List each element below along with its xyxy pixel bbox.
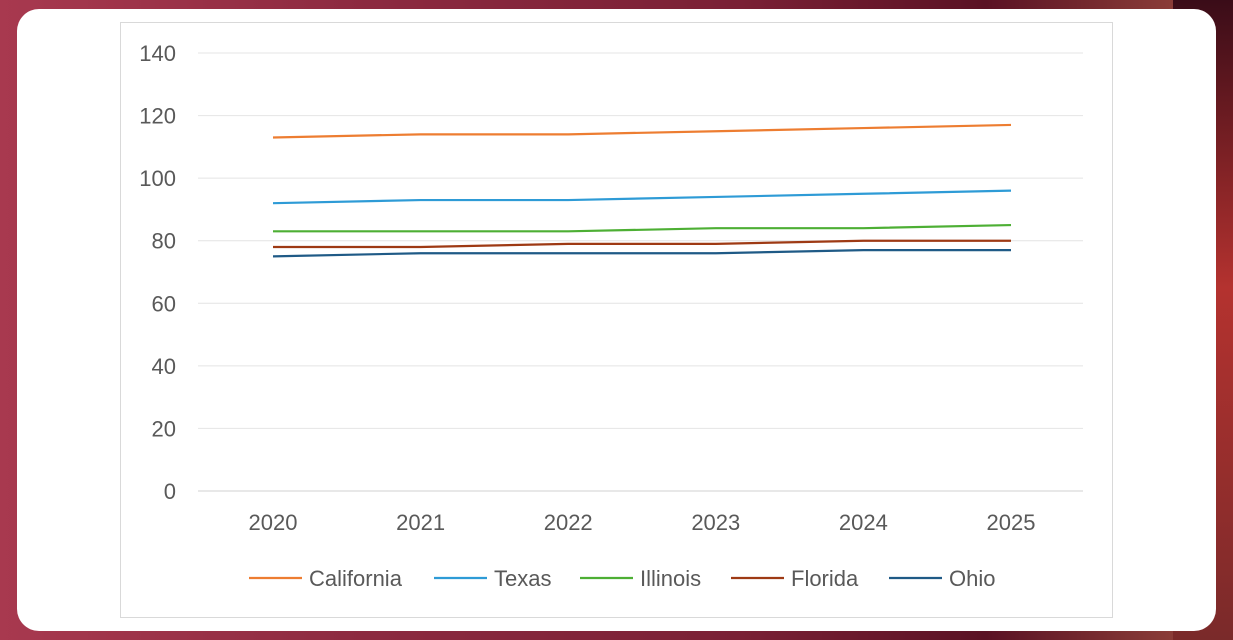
x-tick-label: 2023 [691,510,740,535]
legend-label: Ohio [949,566,995,591]
y-tick-label: 80 [152,229,176,254]
series-line-ohio [272,249,1011,258]
x-tick-label: 2022 [544,510,593,535]
x-axis-ticks: 2020 2021 2022 2023 2024 2025 [249,510,1036,535]
y-tick-label: 20 [152,416,176,441]
y-tick-label: 60 [152,291,176,316]
x-tick-label: 2024 [839,510,888,535]
series-line-california [272,123,1012,139]
y-tick-label: 100 [139,166,176,191]
legend-label: California [309,566,403,591]
legend-label: Texas [494,566,551,591]
legend-label: Florida [791,566,859,591]
series-line-texas [272,189,1012,205]
series-line-florida [273,239,1011,249]
legend-item-ohio: Ohio [889,566,995,591]
y-axis-ticks: 0 20 40 60 80 100 120 140 [139,41,176,504]
legend-item-florida: Florida [731,566,859,591]
chart-frame [120,22,1113,618]
legend-item-texas: Texas [434,566,551,591]
y-tick-label: 120 [139,104,176,129]
x-tick-label: 2020 [249,510,298,535]
legend-label: Illinois [640,566,701,591]
series-lines [272,123,1012,258]
y-tick-label: 40 [152,354,176,379]
x-tick-label: 2021 [396,510,445,535]
y-tick-label: 0 [164,479,176,504]
y-tick-label: 140 [139,41,176,66]
legend-item-illinois: Illinois [580,566,701,591]
gridlines [198,52,1083,492]
legend-item-california: California [249,566,403,591]
legend: California Texas Illinois Florida Ohio [249,566,995,591]
x-tick-label: 2025 [987,510,1036,535]
series-line-illinois [273,223,1012,233]
